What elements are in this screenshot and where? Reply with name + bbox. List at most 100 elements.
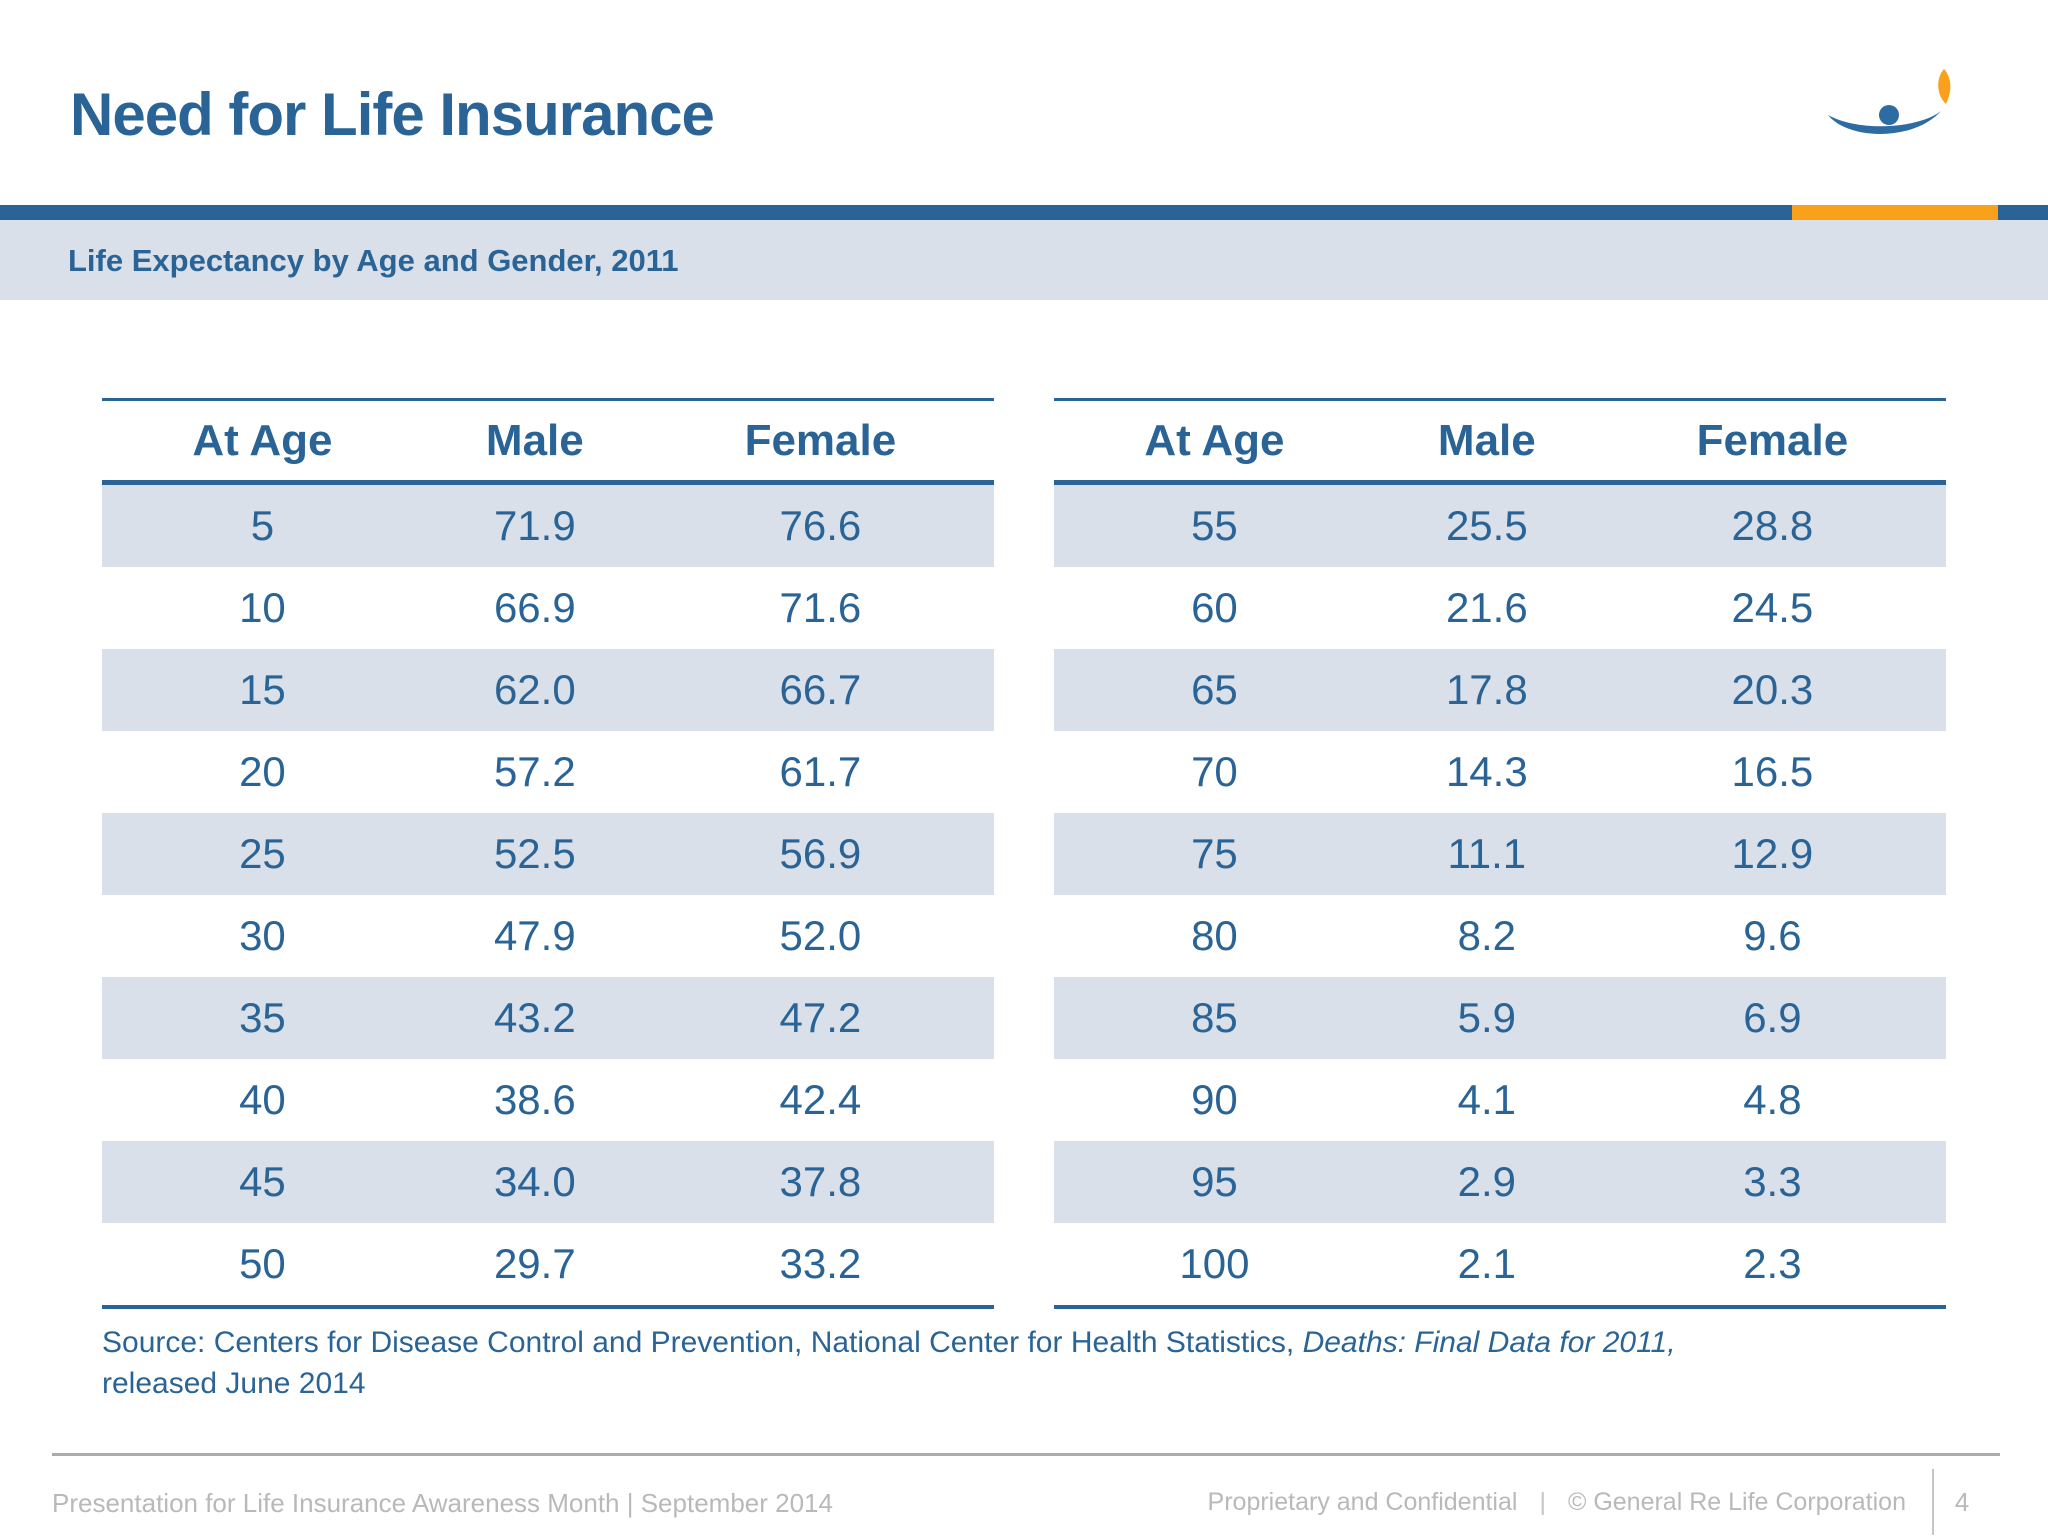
table-cell: 25.5 [1374, 482, 1599, 567]
table-row: 95 2.9 3.3 [1054, 1141, 1946, 1223]
footer-confidential-text: Proprietary and Confidential [1207, 1487, 1518, 1516]
table-cell: 28.8 [1598, 482, 1946, 567]
source-citation-italic: Deaths: Final Data for 2011, [1302, 1326, 1676, 1359]
table-cell: 2.1 [1457, 1240, 1517, 1287]
life-expectancy-table-left: At Age Male Female 5 71.9 76.6 10 66.9 71.6 15 62.… [102, 398, 994, 1309]
table-cell: 37.8 [646, 1141, 994, 1223]
table-cell: 52.0 [779, 912, 862, 959]
accent-bar-orange-segment [1792, 205, 1998, 220]
table-row: 40 38.6 42.4 [102, 1059, 994, 1141]
table-cell: 4.8 [1743, 1076, 1802, 1123]
table-cell: 2.3 [1743, 1240, 1802, 1287]
table-cell: 4.1 [1457, 1076, 1517, 1123]
table-cell: 47.9 [493, 912, 576, 959]
table-cell: 6.9 [1598, 977, 1946, 1059]
column-header: At Age [102, 399, 423, 485]
table-cell: 17.8 [1374, 649, 1599, 731]
table-cell: 12.9 [1598, 813, 1946, 895]
table-cell: 5 [102, 482, 423, 567]
table-row: 100 2.1 2.3 [1054, 1223, 1946, 1307]
table-cell: 14.3 [1445, 748, 1528, 795]
table-cell: 20 [239, 748, 286, 795]
table-cell: 35 [102, 977, 423, 1059]
table-row: 75 11.1 12.9 [1054, 813, 1946, 895]
table-row: 5 71.9 76.6 [102, 482, 994, 567]
page-number: 4 [1954, 1486, 1970, 1517]
page-title: Need for Life Insurance [70, 81, 715, 148]
column-header: At Age [1054, 399, 1375, 485]
table-row: 20 57.2 61.7 [102, 731, 994, 813]
table-cell: 11.1 [1374, 813, 1599, 895]
table-row: 25 52.5 56.9 [102, 813, 994, 895]
table-cell: 24.5 [1731, 584, 1814, 631]
table-cell: 66.9 [493, 584, 576, 631]
table-header-row: At Age Male Female [102, 399, 994, 485]
column-header: Male [422, 399, 647, 485]
accent-bar-blue-segment [0, 205, 1792, 220]
table-cell: 80 [1191, 912, 1238, 959]
table-cell: 90 [1191, 1076, 1238, 1123]
logo-head-dot [1879, 105, 1899, 125]
table-cell: 95 [1054, 1141, 1375, 1223]
footer-right: Proprietary and Confidential | © General… [1208, 1468, 1990, 1536]
table-cell: 30 [239, 912, 286, 959]
table-cell: 71.9 [422, 482, 647, 567]
table-cell: 60 [1191, 584, 1238, 631]
table-cell: 40 [239, 1076, 286, 1123]
table-cell: 38.6 [493, 1076, 576, 1123]
footer-copyright-text: © General Re Life Corporation [1567, 1487, 1906, 1516]
table-cell: 9.6 [1743, 912, 1802, 959]
column-header: Female [1598, 399, 1946, 485]
column-header: Female [646, 399, 994, 485]
table-row: 30 47.9 52.0 [102, 895, 994, 977]
table-cell: 55 [1054, 482, 1375, 567]
table-row: 35 43.2 47.2 [102, 977, 994, 1059]
table-row: 10 66.9 71.6 [102, 567, 994, 649]
table-cell: 2.9 [1374, 1141, 1599, 1223]
table-cell: 10 [239, 584, 286, 631]
table-cell: 100 [1179, 1240, 1250, 1287]
source-text: Source: Centers for Disease Control and … [102, 1326, 1303, 1359]
genre-logo [1828, 69, 1951, 135]
table-cell: 16.5 [1731, 748, 1814, 795]
logo-swoosh [1828, 111, 1941, 135]
table-cell: 45 [102, 1141, 423, 1223]
table-cell: 76.6 [646, 482, 994, 567]
table-cell: 47.2 [646, 977, 994, 1059]
table-cell: 50 [239, 1240, 286, 1287]
table-cell: 61.7 [779, 748, 862, 795]
table-cell: 85 [1054, 977, 1375, 1059]
table-cell: 29.7 [493, 1240, 576, 1287]
table-cell: 3.3 [1598, 1141, 1946, 1223]
accent-bar [0, 205, 2048, 220]
table-row: 85 5.9 6.9 [1054, 977, 1946, 1059]
table-cell: 70 [1191, 748, 1238, 795]
source-release-text: released June 2014 [102, 1367, 366, 1401]
table-cell: 62.0 [422, 649, 647, 731]
subtitle-band: Life Expectancy by Age and Gender, 2011 [0, 220, 2048, 300]
table-row: 90 4.1 4.8 [1054, 1059, 1946, 1141]
table-row: 50 29.7 33.2 [102, 1223, 994, 1307]
table-cell: 57.2 [493, 748, 576, 795]
footer-separator: | [1539, 1487, 1546, 1516]
table-row: 55 25.5 28.8 [1054, 482, 1946, 567]
table-cell: 75 [1054, 813, 1375, 895]
footer-divider-line [52, 1453, 2000, 1456]
table-cell: 42.4 [779, 1076, 862, 1123]
logo-flame-icon [1938, 69, 1951, 104]
column-header: Male [1374, 399, 1599, 485]
table-cell: 34.0 [422, 1141, 647, 1223]
table-cell: 25 [102, 813, 423, 895]
table-row: 70 14.3 16.5 [1054, 731, 1946, 813]
table-cell: 33.2 [779, 1240, 862, 1287]
table-cell: 43.2 [422, 977, 647, 1059]
accent-bar-blue-right [1998, 205, 2048, 220]
table-cell: 21.6 [1445, 584, 1528, 631]
tables-area: At Age Male Female 5 71.9 76.6 10 66.9 71.6 15 62.… [102, 398, 1946, 1309]
table-cell: 66.7 [646, 649, 994, 731]
table-row: 60 21.6 24.5 [1054, 567, 1946, 649]
slide-subtitle: Life Expectancy by Age and Gender, 2011 [68, 243, 679, 278]
table-cell: 52.5 [422, 813, 647, 895]
table-cell: 15 [102, 649, 423, 731]
footer-page-divider [1932, 1469, 1934, 1535]
